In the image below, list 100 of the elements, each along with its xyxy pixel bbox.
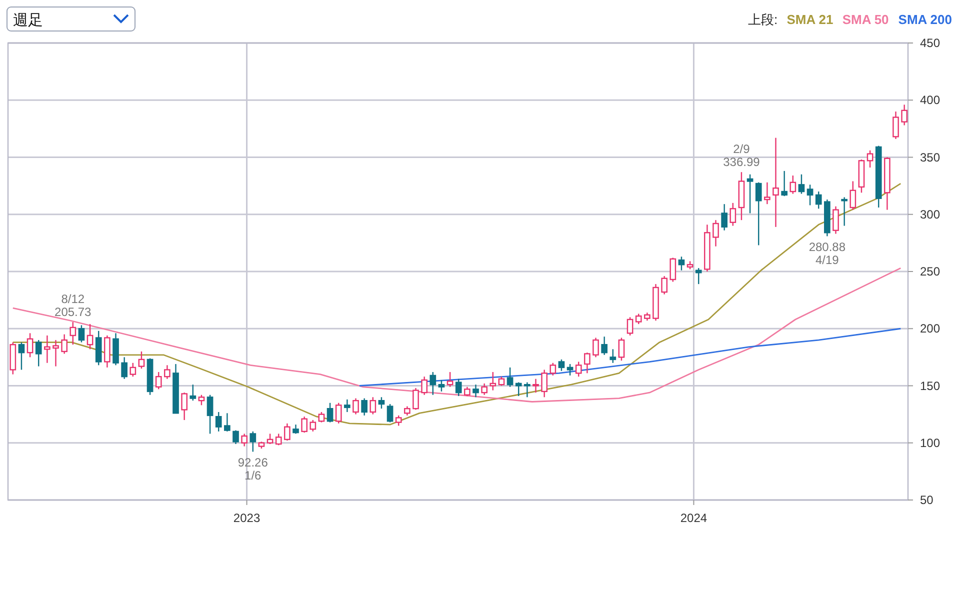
candlestick — [250, 430, 256, 452]
candlestick — [712, 219, 719, 247]
candlestick — [78, 324, 85, 343]
candlestick — [695, 267, 702, 285]
candlestick — [892, 110, 899, 140]
candlestick — [352, 398, 359, 415]
candlestick — [490, 371, 496, 391]
candlestick — [335, 402, 342, 424]
candlestick — [344, 398, 350, 413]
candlestick — [232, 430, 239, 445]
candlestick — [541, 369, 548, 398]
candlestick — [481, 382, 488, 396]
candlestick — [215, 411, 222, 432]
y-tick-label: 150 — [920, 378, 940, 393]
candlestick — [386, 403, 394, 423]
candlestick — [181, 392, 188, 421]
candlestick — [901, 104, 908, 126]
candlestick — [35, 339, 42, 367]
candlestick — [781, 170, 788, 197]
candlestick — [746, 174, 754, 214]
y-tick-label: 400 — [920, 93, 940, 108]
candlestick — [832, 206, 839, 234]
candlestick — [206, 394, 214, 434]
candlestick — [292, 424, 299, 434]
candlestick — [678, 256, 685, 271]
y-tick-label: 300 — [920, 207, 940, 222]
candlestick — [670, 257, 676, 282]
candlestick — [121, 356, 128, 380]
candlestick — [618, 337, 625, 362]
legend-title: 上段: — [748, 12, 778, 27]
text: SMA 21 — [786, 12, 834, 27]
candlestick — [310, 419, 316, 432]
candlestick — [61, 334, 68, 354]
candlestick — [446, 371, 454, 388]
candlestick — [318, 411, 325, 423]
candlestick — [610, 348, 616, 364]
candlestick — [430, 371, 436, 396]
candlestick — [472, 384, 479, 398]
candlestick — [755, 182, 762, 246]
candlestick — [275, 433, 282, 446]
candlestick — [266, 433, 274, 445]
candlestick — [558, 358, 565, 372]
candlestick — [378, 396, 385, 410]
y-tick-label: 250 — [920, 264, 940, 278]
candlestick — [661, 275, 668, 295]
candlestick — [70, 321, 76, 346]
candlestick — [506, 366, 514, 388]
text: 週足 — [13, 12, 43, 29]
candlestick — [584, 352, 590, 374]
line-series — [12, 267, 902, 402]
candlestick — [850, 180, 856, 210]
candlestick — [815, 190, 822, 210]
candlestick — [86, 323, 94, 350]
y-tick-label: 50 — [920, 493, 934, 507]
candlestick — [52, 339, 59, 367]
annotation: 8/12 205.73 — [54, 292, 92, 320]
text: SMA 50 — [842, 12, 889, 27]
line-series — [358, 328, 902, 386]
candlestick — [455, 378, 462, 397]
candlestick — [404, 406, 410, 416]
candlestick — [566, 363, 574, 376]
candlestick — [626, 316, 634, 336]
candlestick — [806, 184, 814, 206]
candlestick — [224, 412, 230, 432]
candlestick — [412, 387, 419, 410]
x-tick-label: 2023 — [233, 511, 260, 525]
candlestick — [575, 361, 582, 378]
candlestick — [155, 371, 162, 390]
candlestick — [395, 414, 402, 426]
y-tick-label: 450 — [920, 36, 940, 50]
candlestick — [550, 362, 556, 376]
annotation: 2/9 336.99 — [723, 142, 760, 170]
candlestick — [515, 382, 522, 397]
x-tick-label: 2024 — [680, 511, 708, 525]
candlestick — [532, 378, 539, 394]
y-tick-label: 100 — [920, 436, 940, 450]
candlestick — [284, 422, 290, 442]
candlestick — [438, 379, 445, 392]
candlestick — [26, 332, 34, 358]
candlestick — [18, 342, 25, 370]
candlestick — [764, 182, 770, 205]
candlestick — [95, 330, 102, 366]
candlestick — [241, 433, 248, 447]
candlestick — [498, 376, 505, 386]
candlestick — [370, 396, 376, 415]
candlestick — [112, 332, 119, 366]
y-tick-label: 350 — [920, 150, 940, 164]
candlestick — [164, 364, 170, 380]
candlestick — [198, 394, 205, 406]
annotation: 92.26 1/6 — [238, 456, 268, 483]
candlestick — [421, 376, 428, 396]
y-tick-label: 200 — [920, 322, 940, 336]
candlestick — [361, 398, 368, 416]
candlestick — [730, 202, 736, 226]
candlestick — [104, 334, 110, 368]
candlestick — [798, 174, 805, 194]
candlestick — [464, 386, 470, 397]
candlestick — [772, 137, 779, 228]
line-series — [12, 182, 902, 426]
candlestick — [592, 337, 599, 358]
